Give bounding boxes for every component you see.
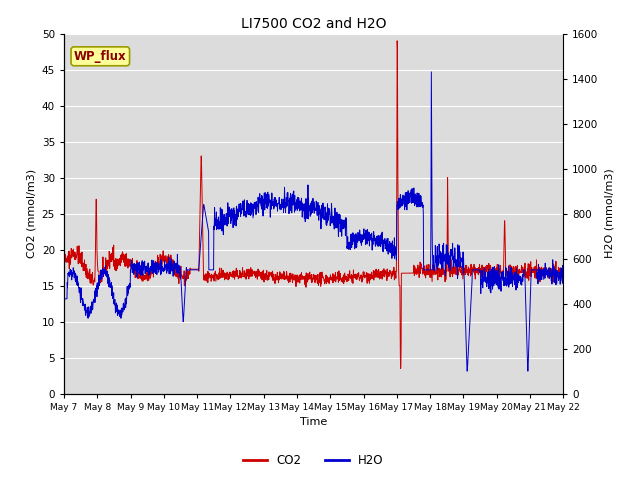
Text: WP_flux: WP_flux [74,50,127,63]
Legend: CO2, H2O: CO2, H2O [239,449,388,472]
Y-axis label: H2O (mmol/m3): H2O (mmol/m3) [604,169,614,258]
Title: LI7500 CO2 and H2O: LI7500 CO2 and H2O [241,17,387,31]
X-axis label: Time: Time [300,417,327,427]
Y-axis label: CO2 (mmol/m3): CO2 (mmol/m3) [26,169,36,258]
